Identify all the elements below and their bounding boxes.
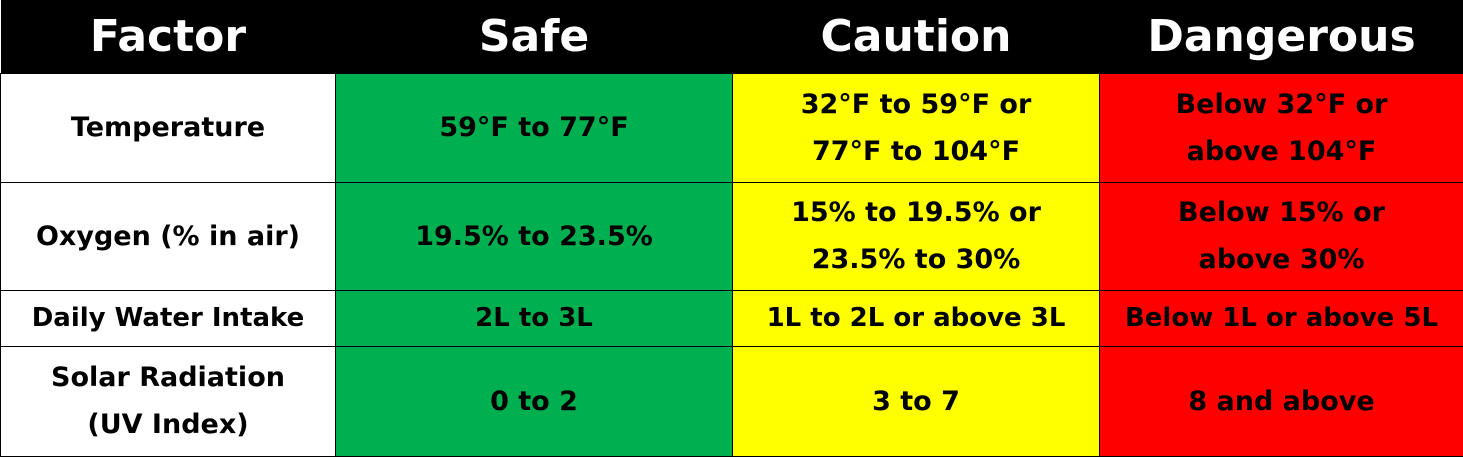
factor-cell: Daily Water Intake <box>1 290 336 346</box>
safe-cell: 0 to 2 <box>336 346 733 456</box>
caution-cell: 3 to 7 <box>733 346 1100 456</box>
table-row: Temperature 59°F to 77°F 32°F to 59°F or… <box>1 73 1463 182</box>
caution-cell: 32°F to 59°F or 77°F to 104°F <box>733 73 1100 182</box>
header-safe: Safe <box>336 0 733 73</box>
safe-cell: 2L to 3L <box>336 290 733 346</box>
factor-cell: Temperature <box>1 73 336 182</box>
header-factor: Factor <box>1 0 336 73</box>
caution-cell: 1L to 2L or above 3L <box>733 290 1100 346</box>
dangerous-cell: 8 and above <box>1100 346 1463 456</box>
header-dangerous: Dangerous <box>1100 0 1463 73</box>
dangerous-cell: Below 15% or above 30% <box>1100 182 1463 290</box>
table-row: Daily Water Intake 2L to 3L 1L to 2L or … <box>1 290 1463 346</box>
header-caution: Caution <box>733 0 1100 73</box>
factor-cell: Oxygen (% in air) <box>1 182 336 290</box>
header-row: Factor Safe Caution Dangerous <box>1 0 1463 73</box>
factor-cell: Solar Radiation (UV Index) <box>1 346 336 456</box>
dangerous-cell: Below 1L or above 5L <box>1100 290 1463 346</box>
safe-cell: 59°F to 77°F <box>336 73 733 182</box>
caution-cell: 15% to 19.5% or 23.5% to 30% <box>733 182 1100 290</box>
dangerous-cell: Below 32°F or above 104°F <box>1100 73 1463 182</box>
table-row: Oxygen (% in air) 19.5% to 23.5% 15% to … <box>1 182 1463 290</box>
safe-cell: 19.5% to 23.5% <box>336 182 733 290</box>
table-row: Solar Radiation (UV Index) 0 to 2 3 to 7… <box>1 346 1463 456</box>
